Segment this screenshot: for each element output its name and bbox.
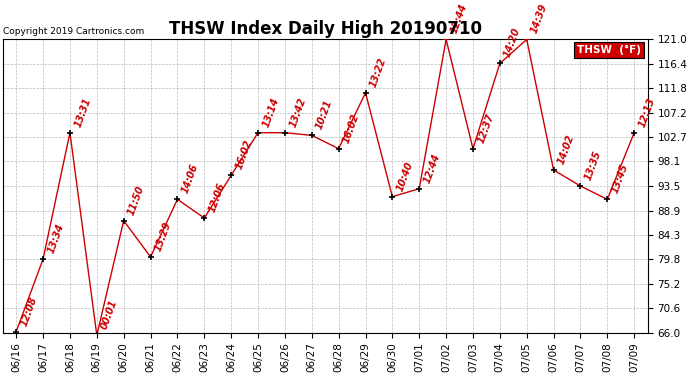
Text: 13:34: 13:34 <box>46 222 66 255</box>
Text: 14:02: 14:02 <box>556 134 576 166</box>
Text: Copyright 2019 Cartronics.com: Copyright 2019 Cartronics.com <box>3 27 144 36</box>
Text: 12:44: 12:44 <box>448 3 469 35</box>
Text: 14:39: 14:39 <box>529 3 549 35</box>
Text: 13:35: 13:35 <box>583 149 603 182</box>
Text: 16:02: 16:02 <box>342 112 362 144</box>
Text: THSW  (°F): THSW (°F) <box>577 45 641 56</box>
Text: 12:44: 12:44 <box>422 152 442 184</box>
Text: 14:06: 14:06 <box>180 163 200 195</box>
Text: 12:13: 12:13 <box>637 96 657 129</box>
Text: 10:21: 10:21 <box>315 99 335 131</box>
Text: 16:02: 16:02 <box>234 139 254 171</box>
Title: THSW Index Daily High 20190710: THSW Index Daily High 20190710 <box>168 20 482 38</box>
Text: 13:31: 13:31 <box>72 96 92 129</box>
Text: 13:22: 13:22 <box>368 56 388 88</box>
Text: 00:01: 00:01 <box>99 298 119 331</box>
Text: 12:06: 12:06 <box>207 181 227 214</box>
Text: 10:40: 10:40 <box>395 160 415 192</box>
Text: 13:14: 13:14 <box>261 96 281 129</box>
Text: 13:29: 13:29 <box>153 220 173 253</box>
Text: 12:37: 12:37 <box>475 112 495 144</box>
Text: 13:42: 13:42 <box>288 96 308 129</box>
Text: 14:20: 14:20 <box>502 27 522 59</box>
Text: 13:45: 13:45 <box>610 163 630 195</box>
Text: 11:50: 11:50 <box>126 184 146 216</box>
Text: 12:08: 12:08 <box>19 295 39 327</box>
